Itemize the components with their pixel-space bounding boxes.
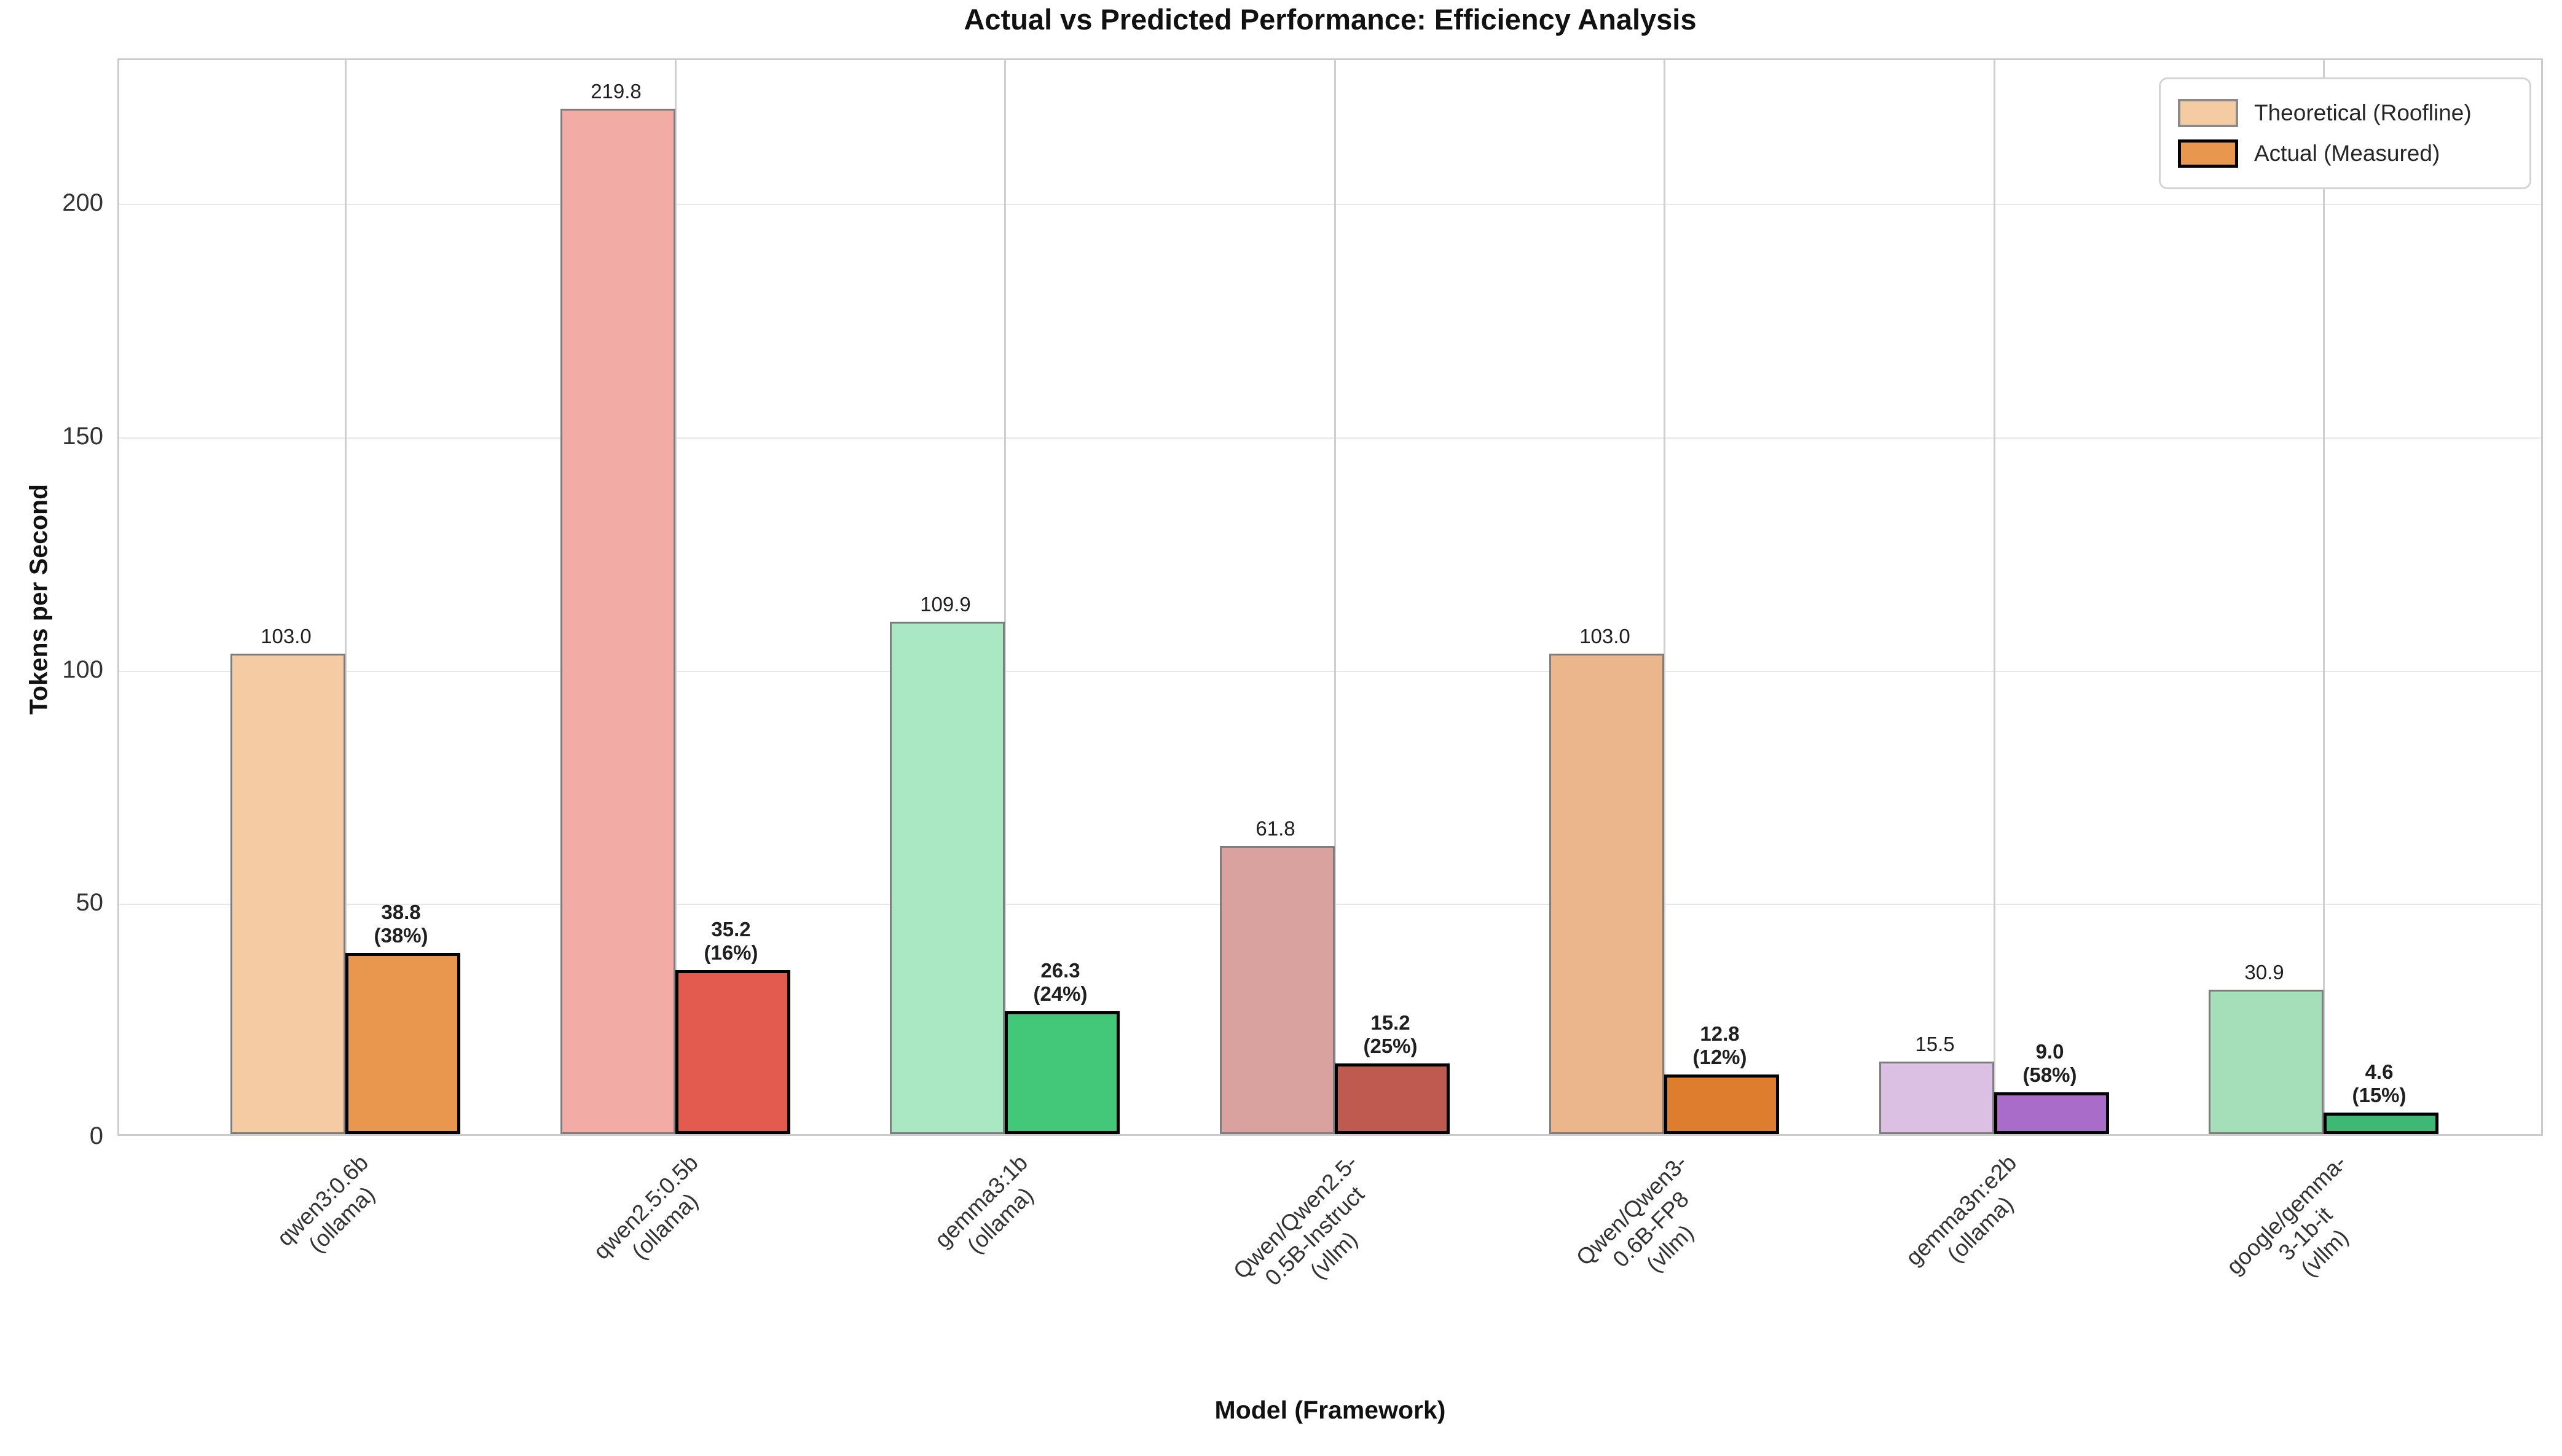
plot-area <box>117 58 2543 1136</box>
y-tick-label: 50 <box>76 889 104 917</box>
h-gridline <box>119 670 2541 672</box>
legend: Theoretical (Roofline) Actual (Measured) <box>2159 77 2531 189</box>
bar-actual <box>675 970 790 1134</box>
actual-value-label: 26.3 (24%) <box>1033 959 1088 1005</box>
bar-theoretical <box>2209 990 2324 1134</box>
v-gridline <box>1004 60 1006 1134</box>
x-axis-label: Model (Framework) <box>1214 1396 1446 1424</box>
v-gridline <box>1334 60 1336 1134</box>
legend-swatch-theoretical <box>2178 99 2238 127</box>
legend-label-actual: Actual (Measured) <box>2254 141 2440 166</box>
h-gridline <box>119 204 2541 206</box>
bar-theoretical <box>560 109 675 1134</box>
theoretical-value-label: 219.8 <box>591 80 642 103</box>
theoretical-value-label: 61.8 <box>1255 817 1295 840</box>
v-gridline <box>2323 60 2325 1134</box>
x-tick-label-text: gemma3:1b (ollama) <box>929 1149 1038 1259</box>
bar-actual <box>1335 1063 1450 1134</box>
x-tick-label-text: qwen3:0.6b (ollama) <box>272 1149 380 1258</box>
chart-title: Actual vs Predicted Performance: Efficie… <box>964 3 1697 36</box>
x-tick-label-text: Qwen/Qwen2.5-0.5B-Instruct (vllm) <box>1228 1149 1369 1291</box>
y-tick-label: 100 <box>62 656 103 683</box>
h-gridline <box>119 437 2541 439</box>
bar-actual <box>1664 1074 1779 1134</box>
actual-value-label: 35.2 (16%) <box>704 918 758 964</box>
y-axis-label: Tokens per Second <box>24 483 53 715</box>
bar-theoretical <box>890 622 1005 1134</box>
bar-actual <box>345 953 460 1134</box>
x-tick-label-text: gemma3n:e2b (ollama) <box>1901 1149 2022 1270</box>
v-gridline <box>675 60 677 1134</box>
actual-value-label: 12.8 (12%) <box>1692 1022 1747 1068</box>
legend-label-theoretical: Theoretical (Roofline) <box>2254 100 2472 125</box>
v-gridline <box>345 60 347 1134</box>
theoretical-value-label: 103.0 <box>1579 625 1630 648</box>
theoretical-value-label: 15.5 <box>1915 1033 1955 1055</box>
legend-swatch-actual <box>2178 139 2238 168</box>
actual-value-label: 15.2 (25%) <box>1363 1011 1418 1057</box>
theoretical-value-label: 30.9 <box>2244 961 2284 984</box>
bar-actual <box>2324 1113 2438 1134</box>
bar-theoretical <box>1220 846 1335 1134</box>
actual-value-label: 4.6 (15%) <box>2352 1060 2407 1106</box>
bar-theoretical <box>1879 1062 1994 1134</box>
y-tick-label: 200 <box>62 189 103 217</box>
theoretical-value-label: 103.0 <box>261 625 312 648</box>
legend-entry-actual: Actual (Measured) <box>2178 135 2512 173</box>
x-tick-label-text: qwen2.5:0.5b (ollama) <box>588 1149 703 1264</box>
v-gridline <box>1994 60 1995 1134</box>
theoretical-value-label: 109.9 <box>920 593 971 616</box>
v-gridline <box>1664 60 1665 1134</box>
actual-value-label: 38.8 (38%) <box>374 901 428 947</box>
legend-entry-theoretical: Theoretical (Roofline) <box>2178 94 2512 132</box>
bar-actual <box>1005 1011 1120 1134</box>
bar-theoretical <box>1549 654 1664 1134</box>
bar-theoretical <box>230 654 345 1134</box>
actual-value-label: 9.0 (58%) <box>2022 1040 2077 1086</box>
bar-actual <box>1994 1092 2109 1134</box>
x-tick-label-text: Qwen/Qwen3-0.6B-FP8 (vllm) <box>1571 1149 1699 1277</box>
x-tick-label-text: google/gemma-3-1b-it (vllm) <box>2221 1149 2353 1282</box>
y-tick-label: 150 <box>62 423 103 450</box>
y-tick-label: 0 <box>89 1122 103 1149</box>
